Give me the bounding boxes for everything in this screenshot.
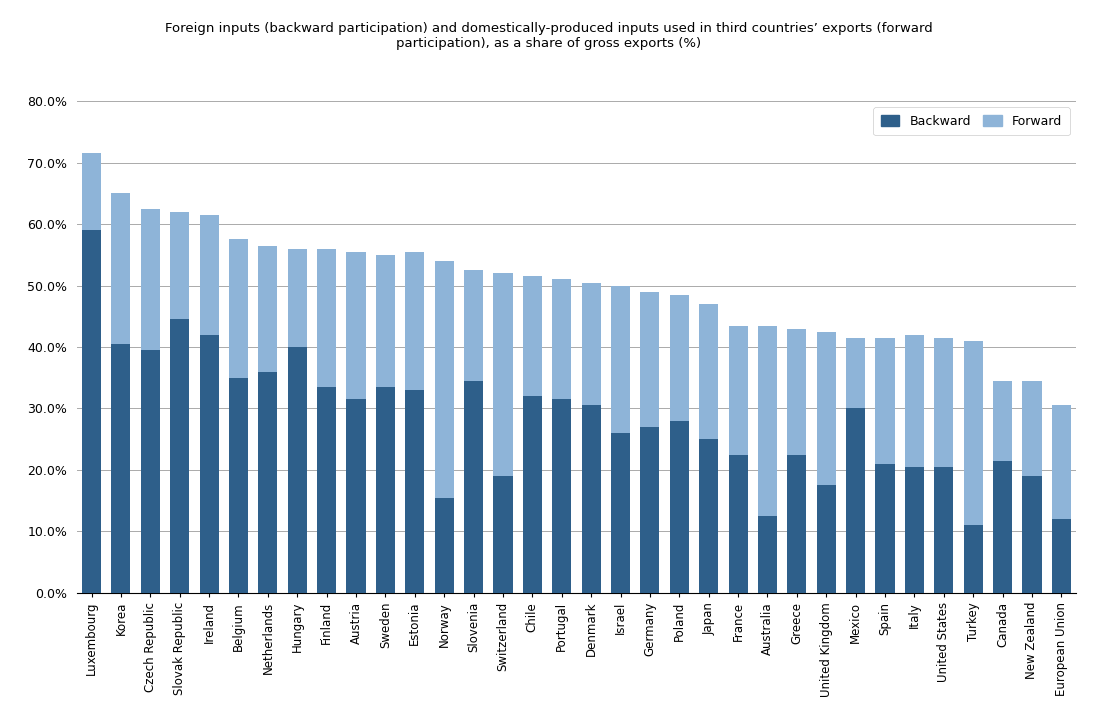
Bar: [729, 455, 748, 593]
Bar: [875, 464, 895, 593]
Bar: [82, 230, 101, 593]
Bar: [288, 249, 306, 347]
Bar: [170, 212, 189, 320]
Bar: [934, 338, 953, 467]
Bar: [582, 406, 601, 593]
Bar: [523, 276, 542, 396]
Bar: [200, 335, 219, 593]
Bar: [847, 338, 865, 408]
Bar: [875, 338, 895, 464]
Bar: [170, 320, 189, 593]
Bar: [523, 396, 542, 593]
Text: Foreign inputs (backward participation) and domestically-produced inputs used in: Foreign inputs (backward participation) …: [165, 22, 933, 50]
Bar: [817, 332, 836, 485]
Bar: [493, 273, 513, 476]
Bar: [493, 476, 513, 593]
Bar: [787, 455, 806, 593]
Bar: [640, 291, 660, 427]
Bar: [552, 399, 571, 593]
Bar: [111, 193, 131, 344]
Bar: [376, 254, 395, 387]
Bar: [464, 381, 483, 593]
Bar: [610, 433, 630, 593]
Bar: [670, 421, 688, 593]
Legend: Backward, Forward: Backward, Forward: [873, 108, 1069, 135]
Bar: [317, 387, 336, 593]
Bar: [729, 325, 748, 455]
Bar: [817, 485, 836, 593]
Bar: [1022, 381, 1042, 476]
Bar: [258, 372, 278, 593]
Bar: [964, 525, 983, 593]
Bar: [699, 439, 718, 593]
Bar: [347, 252, 366, 399]
Bar: [405, 390, 424, 593]
Bar: [552, 279, 571, 399]
Bar: [317, 249, 336, 387]
Bar: [141, 209, 160, 350]
Bar: [670, 295, 688, 421]
Bar: [347, 399, 366, 593]
Bar: [787, 328, 806, 455]
Bar: [847, 408, 865, 593]
Bar: [435, 497, 453, 593]
Bar: [405, 252, 424, 390]
Bar: [1022, 476, 1042, 593]
Bar: [905, 335, 923, 467]
Bar: [582, 283, 601, 406]
Bar: [200, 215, 219, 335]
Bar: [464, 270, 483, 381]
Bar: [758, 516, 777, 593]
Bar: [1052, 519, 1071, 593]
Bar: [640, 427, 660, 593]
Bar: [993, 381, 1012, 461]
Bar: [964, 341, 983, 525]
Bar: [111, 344, 131, 593]
Bar: [258, 246, 278, 372]
Bar: [435, 261, 453, 497]
Bar: [1052, 406, 1071, 519]
Bar: [699, 304, 718, 439]
Bar: [82, 153, 101, 230]
Bar: [141, 350, 160, 593]
Bar: [934, 467, 953, 593]
Bar: [229, 239, 248, 377]
Bar: [229, 377, 248, 593]
Bar: [905, 467, 923, 593]
Bar: [993, 461, 1012, 593]
Bar: [376, 387, 395, 593]
Bar: [610, 286, 630, 433]
Bar: [758, 325, 777, 516]
Bar: [288, 347, 306, 593]
